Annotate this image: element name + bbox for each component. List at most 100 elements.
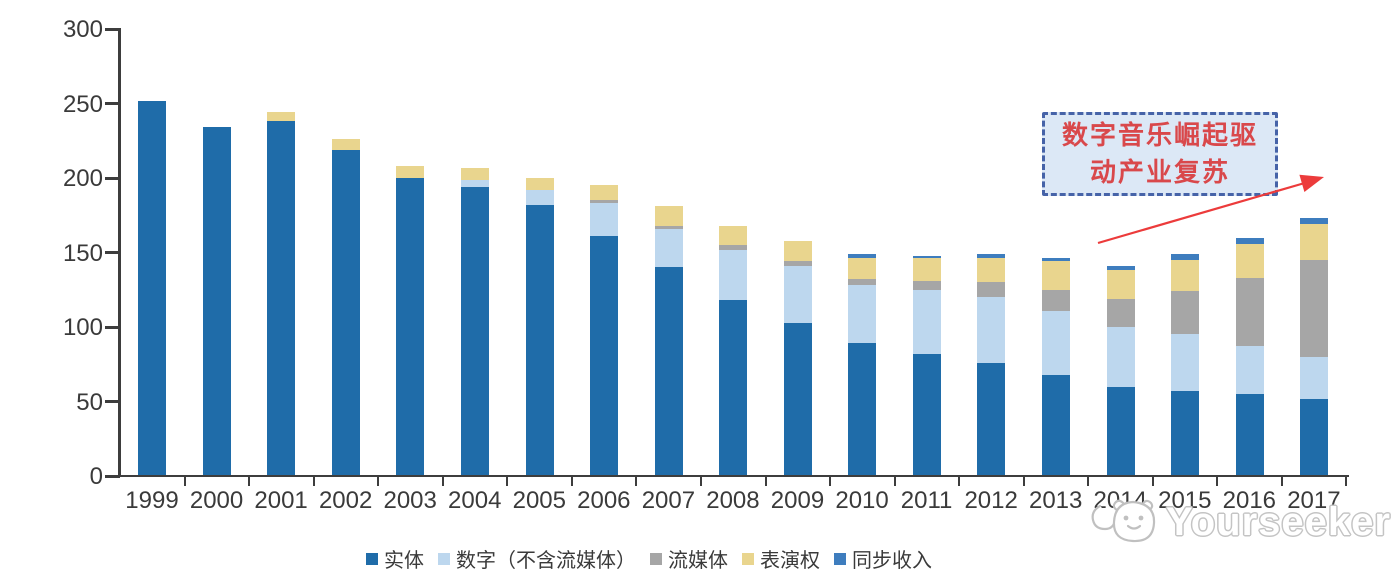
bar-segment <box>783 261 812 266</box>
x-tick-label: 2008 <box>706 487 760 514</box>
legend-item: 流媒体 <box>650 544 728 573</box>
stacked-bar-2008 <box>719 225 748 476</box>
legend-item: 同步收入 <box>834 544 932 573</box>
x-tick-label: 2012 <box>964 487 1018 514</box>
legend-label: 同步收入 <box>852 550 932 572</box>
stacked-bar-2006 <box>590 185 619 476</box>
chart-legend: 实体 数字（不含流媒体） 流媒体 表演权 同步收入 <box>366 544 932 573</box>
bar-segment <box>1041 374 1070 476</box>
bar-segment <box>977 362 1006 476</box>
bar-segment <box>912 258 941 281</box>
bar-segment <box>977 258 1006 283</box>
bar-segment <box>590 185 619 201</box>
bar-segment <box>783 265 812 323</box>
bar-segment <box>977 254 1006 259</box>
x-tick-mark <box>506 476 509 486</box>
bar-segment <box>783 322 812 476</box>
watermark-text: Yourseeker <box>1166 500 1391 544</box>
bar-segment <box>1300 259 1329 357</box>
stacked-bar-2012 <box>977 254 1006 476</box>
x-tick-label: 2011 <box>900 487 953 514</box>
doodle-face-logo <box>1091 499 1156 543</box>
stacked-bar-2014 <box>1106 265 1135 476</box>
x-tick-mark <box>1022 476 1025 486</box>
annotation-arrow <box>1097 174 1324 245</box>
x-tick-label: 2003 <box>383 487 437 514</box>
bar-segment <box>912 280 941 290</box>
bar-segment <box>461 167 490 180</box>
bar-segment <box>654 225 683 229</box>
bar-segment <box>783 240 812 262</box>
legend-item: 数字（不含流媒体） <box>438 544 636 573</box>
x-tick-mark <box>1345 476 1348 486</box>
x-tick-label: 2001 <box>254 487 308 514</box>
bar-segment <box>848 253 877 259</box>
bar-segment <box>848 343 877 476</box>
bar-segment <box>977 297 1006 363</box>
y-tick-mark <box>105 102 120 105</box>
bar-segment <box>1041 261 1070 290</box>
annotation-line2: 动产业复苏 <box>1089 157 1230 187</box>
bar-segment <box>590 236 619 476</box>
legend-swatch <box>742 552 754 565</box>
bar-segment <box>719 225 748 246</box>
x-tick-mark <box>893 476 896 486</box>
bar-segment <box>912 353 941 476</box>
x-tick-label: 2000 <box>189 487 244 514</box>
stacked-bar-2005 <box>525 178 554 476</box>
x-tick-mark <box>1216 476 1219 486</box>
x-tick-mark <box>699 476 702 486</box>
bar-segment <box>461 179 490 187</box>
bar-segment <box>1235 237 1264 244</box>
bar-segment <box>396 166 425 178</box>
bar-segment <box>654 228 683 268</box>
x-tick-label: 2010 <box>835 487 889 514</box>
legend-swatch <box>650 552 662 565</box>
legend-swatch <box>438 552 450 565</box>
x-tick-label: 2007 <box>641 487 696 514</box>
y-tick-mark <box>105 27 120 31</box>
bar-segment <box>1235 394 1264 476</box>
bar-segment <box>848 258 877 280</box>
stacked-bar-2000 <box>202 127 231 476</box>
bar-segment <box>719 300 748 476</box>
bar-segment <box>719 245 748 250</box>
bar-segment <box>912 255 941 259</box>
legend-label: 实体 <box>384 550 424 572</box>
x-tick-mark <box>958 476 961 486</box>
bar-segment <box>1106 298 1135 327</box>
x-tick-mark <box>1280 476 1283 486</box>
x-tick-mark <box>570 476 573 486</box>
y-tick-label: 0 <box>89 463 103 490</box>
annotation-callout: 数字音乐崛起驱 动产业复苏 <box>1042 112 1278 196</box>
y-tick-label: 100 <box>62 314 103 341</box>
stacked-bar-2009 <box>783 240 812 476</box>
x-tick-label: 2005 <box>512 487 566 514</box>
bar-segment <box>1171 259 1200 292</box>
bar-segment <box>977 282 1006 298</box>
bar-segment <box>1041 289 1070 311</box>
bar-segment <box>1235 243 1264 278</box>
bar-segment <box>525 189 554 205</box>
stacked-bar-2004 <box>461 167 490 476</box>
bar-segment <box>848 285 877 344</box>
x-tick-label: 2017 <box>1287 487 1341 514</box>
y-tick-label: 50 <box>76 388 103 416</box>
stacked-bar-2001 <box>267 112 296 476</box>
legend-swatch <box>366 552 378 565</box>
x-tick-mark <box>312 476 315 486</box>
bar-segment <box>1235 346 1264 395</box>
x-tick-label: 2002 <box>318 487 373 514</box>
legend-swatch <box>834 552 846 565</box>
x-tick-label: 2015 <box>1158 487 1212 514</box>
x-tick-label: 2013 <box>1028 487 1083 514</box>
y-tick-mark <box>105 400 120 403</box>
legend-item: 实体 <box>366 544 424 573</box>
x-tick-mark <box>764 476 767 486</box>
bar-segment <box>654 206 683 226</box>
stacked-bar-2011 <box>912 255 941 476</box>
bar-segment <box>267 121 296 476</box>
bar-segment <box>396 177 425 476</box>
legend-item: 表演权 <box>742 544 820 573</box>
